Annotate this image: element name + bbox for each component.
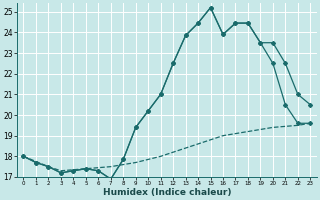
X-axis label: Humidex (Indice chaleur): Humidex (Indice chaleur) — [103, 188, 231, 197]
